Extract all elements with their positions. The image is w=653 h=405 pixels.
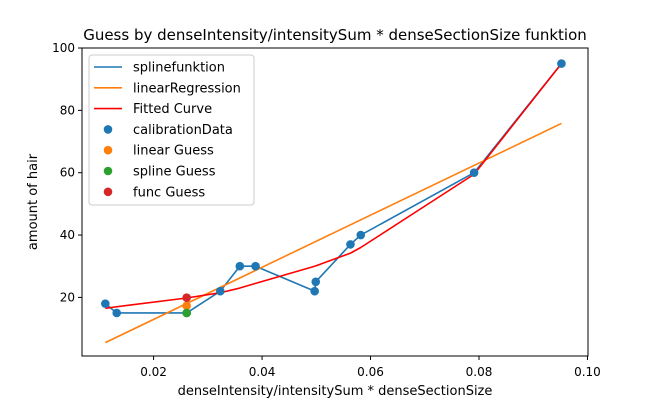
legend-swatch [103,145,113,155]
legend-label: spline Guess [133,165,216,180]
point-calibrationdata [251,261,260,271]
x-tick-label: 0.02 [140,365,167,379]
point-calibrationdata [235,261,245,271]
x-axis-ticks: 0.02 0.04 0.06 0.08 0.10 [140,356,601,379]
plot-points [101,59,566,318]
chart-title: Guess by denseIntensity/intensitySum * d… [83,26,587,44]
point-calibrationdata [310,286,319,296]
point-func-guess [182,293,191,303]
y-tick-label: 20 [60,290,75,304]
point-calibrationdata [557,59,566,68]
y-tick-label: 40 [60,228,75,242]
point-calibrationdata [469,168,479,177]
point-calibrationdata [101,299,110,308]
y-axis-label: amount of hair [26,153,41,250]
legend-label: Fitted Curve [133,102,212,117]
legend-box [88,54,255,206]
legend-swatch [103,125,113,134]
point-calibrationdata [112,308,122,318]
point-spline-guess [182,308,191,318]
point-calibrationdata [346,240,355,249]
legend-label: calibrationData [133,123,233,138]
y-tick-label: 100 [52,41,75,55]
y-axis-ticks: 20 40 60 80 100 [52,41,82,304]
legend-label: splinefunktion [133,61,225,76]
series-line-splinefunktion [104,63,563,314]
x-tick-label: 0.06 [357,365,384,379]
legend-label: func Guess [133,185,205,200]
y-tick-label: 80 [60,103,75,117]
point-linear-guess [182,301,191,311]
y-tick-label: 60 [60,166,75,180]
axes-frame [81,47,589,357]
x-tick-label: 0.04 [249,365,276,379]
x-axis-label: denseIntensity/intensitySum * denseSecti… [178,384,493,399]
point-calibrationdata [311,277,321,287]
legend: splinefunktion linearRegression Fitted Cur… [88,54,255,206]
plot-lines [104,63,563,344]
legend-swatch [103,187,113,197]
x-tick-label: 0.10 [574,365,601,379]
legend-label: linear Guess [133,144,214,159]
legend-label: linearRegression [133,81,241,96]
legend-swatch [103,166,113,176]
point-calibrationdata [356,230,366,240]
x-tick-label: 0.08 [466,365,493,379]
point-calibrationdata [215,286,225,296]
legend-entries: splinefunktion linearRegression Fitted Cur… [94,61,241,200]
series-line-fitted-curve [105,63,563,310]
